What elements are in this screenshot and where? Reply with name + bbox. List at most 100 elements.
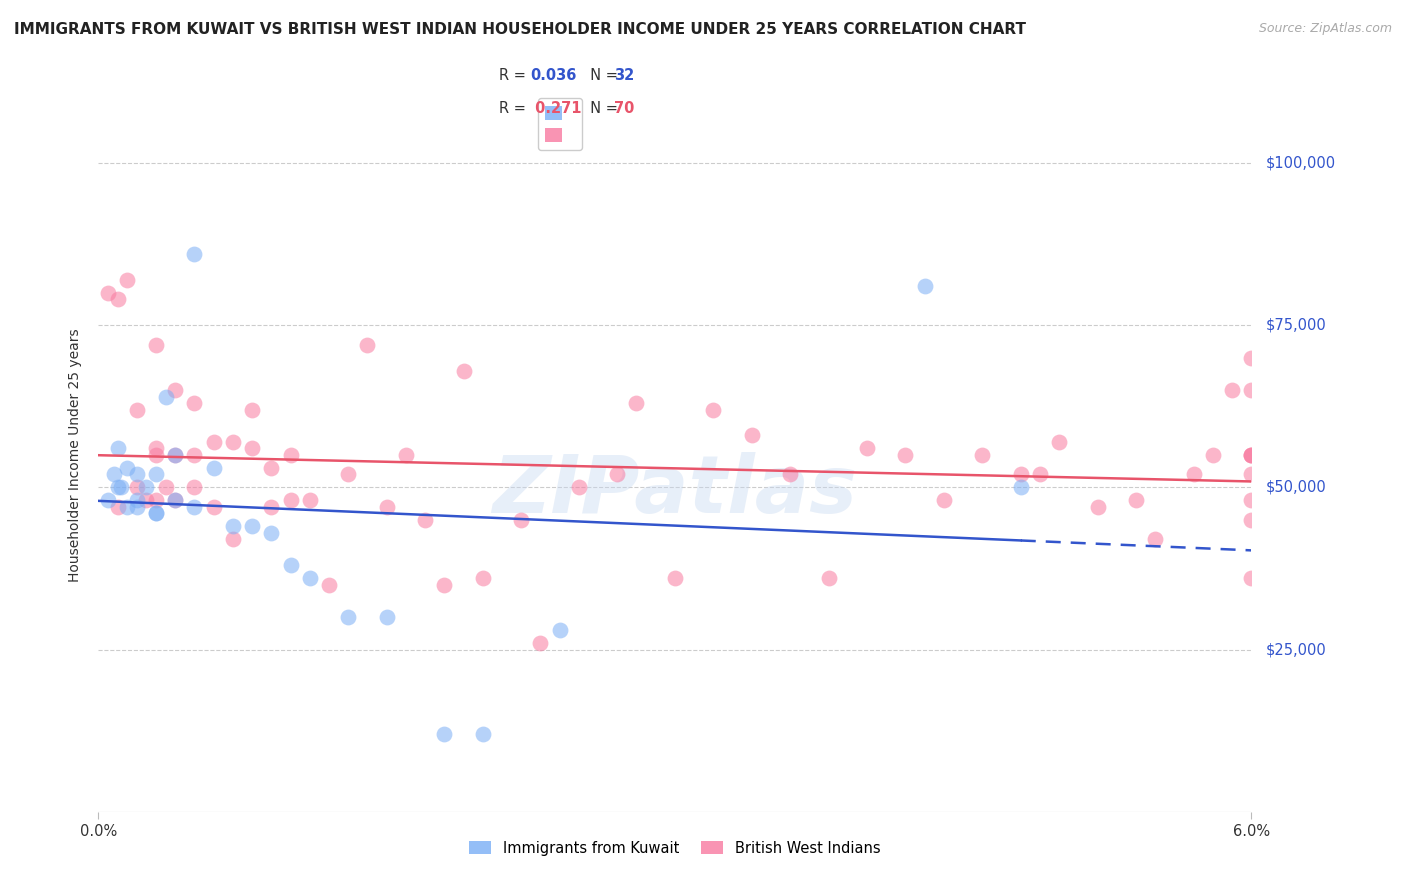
Point <box>1240 467 1263 482</box>
Point <box>260 500 283 514</box>
Point <box>165 383 187 397</box>
Point <box>1125 493 1147 508</box>
Point <box>183 247 205 261</box>
Text: 32: 32 <box>614 69 634 83</box>
Point <box>510 513 533 527</box>
Point <box>1240 513 1263 527</box>
Point <box>972 448 994 462</box>
Text: N =: N = <box>581 69 623 83</box>
Text: IMMIGRANTS FROM KUWAIT VS BRITISH WEST INDIAN HOUSEHOLDER INCOME UNDER 25 YEARS : IMMIGRANTS FROM KUWAIT VS BRITISH WEST I… <box>14 22 1026 37</box>
Point <box>664 571 686 585</box>
Point <box>145 448 167 462</box>
Point <box>413 513 436 527</box>
Text: 0.271: 0.271 <box>530 102 582 116</box>
Point <box>298 571 321 585</box>
Point <box>135 480 157 494</box>
Text: $50,000: $50,000 <box>1265 480 1326 495</box>
Y-axis label: Householder Income Under 25 years: Householder Income Under 25 years <box>69 328 83 582</box>
Point <box>110 480 132 494</box>
Point <box>356 337 378 351</box>
Point <box>125 480 148 494</box>
Point <box>145 506 167 520</box>
Point <box>183 500 205 514</box>
Point <box>165 448 187 462</box>
Point <box>165 448 187 462</box>
Point <box>894 448 917 462</box>
Point <box>1010 480 1032 494</box>
Point <box>145 493 167 508</box>
Point <box>1047 434 1070 449</box>
Point <box>1240 493 1263 508</box>
Point <box>280 558 302 573</box>
Point <box>626 396 648 410</box>
Point <box>1202 448 1225 462</box>
Point <box>298 493 321 508</box>
Legend: Immigrants from Kuwait, British West Indians: Immigrants from Kuwait, British West Ind… <box>464 835 886 862</box>
Text: Source: ZipAtlas.com: Source: ZipAtlas.com <box>1258 22 1392 36</box>
Text: R =: R = <box>499 69 530 83</box>
Point <box>240 402 263 417</box>
Point <box>117 500 139 514</box>
Point <box>117 273 139 287</box>
Point <box>453 363 475 377</box>
Point <box>107 292 129 306</box>
Point <box>1240 571 1263 585</box>
Point <box>125 467 148 482</box>
Point <box>1220 383 1243 397</box>
Point <box>97 493 120 508</box>
Point <box>741 428 763 442</box>
Point <box>202 461 225 475</box>
Point <box>183 448 205 462</box>
Point <box>1240 448 1263 462</box>
Point <box>375 610 398 624</box>
Point <box>318 577 340 591</box>
Point <box>1240 448 1263 462</box>
Point <box>1240 383 1263 397</box>
Text: $25,000: $25,000 <box>1265 642 1326 657</box>
Point <box>280 448 302 462</box>
Point <box>222 434 245 449</box>
Point <box>125 402 148 417</box>
Point <box>395 448 418 462</box>
Point <box>103 467 125 482</box>
Point <box>606 467 628 482</box>
Point <box>145 337 167 351</box>
Point <box>1240 351 1263 365</box>
Point <box>568 480 591 494</box>
Point <box>702 402 724 417</box>
Point <box>1010 467 1032 482</box>
Point <box>1144 533 1167 547</box>
Point <box>107 480 129 494</box>
Point <box>817 571 839 585</box>
Point <box>779 467 801 482</box>
Point <box>240 519 263 533</box>
Text: ZIPatlas: ZIPatlas <box>492 451 858 530</box>
Text: $100,000: $100,000 <box>1265 155 1336 170</box>
Point <box>1029 467 1052 482</box>
Point <box>135 493 157 508</box>
Text: $75,000: $75,000 <box>1265 318 1326 333</box>
Point <box>125 500 148 514</box>
Point <box>914 279 936 293</box>
Point <box>183 480 205 494</box>
Point <box>125 493 148 508</box>
Point <box>1240 448 1263 462</box>
Point <box>222 533 245 547</box>
Point <box>932 493 955 508</box>
Point <box>260 461 283 475</box>
Point <box>155 390 177 404</box>
Point <box>107 442 129 456</box>
Point <box>856 442 879 456</box>
Point <box>529 636 551 650</box>
Point <box>202 434 225 449</box>
Point <box>183 396 205 410</box>
Point <box>155 480 177 494</box>
Point <box>471 727 494 741</box>
Point <box>1182 467 1205 482</box>
Point <box>1087 500 1109 514</box>
Point <box>145 442 167 456</box>
Point <box>165 493 187 508</box>
Point <box>97 285 120 300</box>
Point <box>433 727 456 741</box>
Point <box>471 571 494 585</box>
